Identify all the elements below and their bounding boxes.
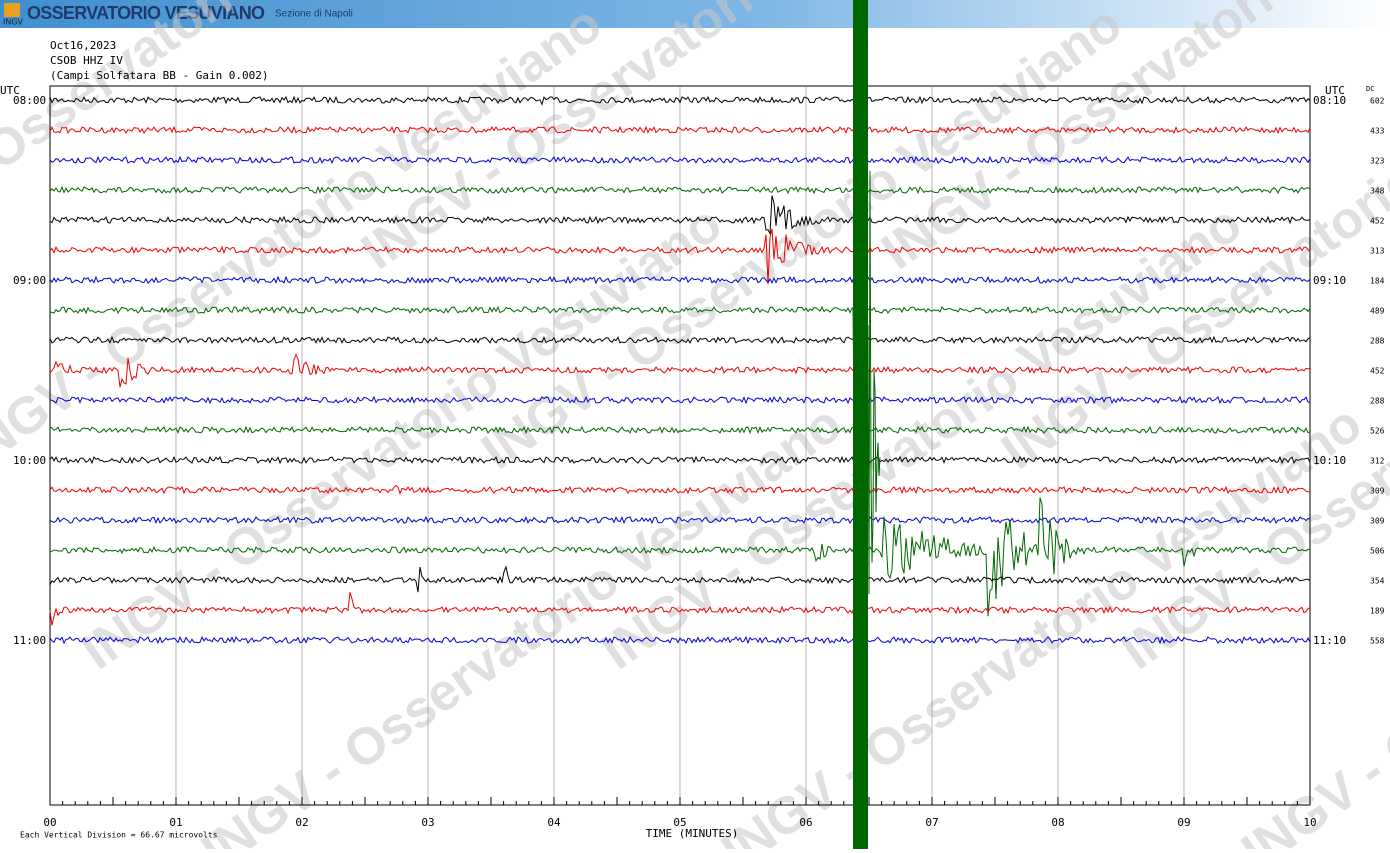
dc-value: 526 (1370, 427, 1385, 436)
dc-value: 452 (1370, 217, 1385, 226)
x-tick-label: 08 (1051, 816, 1064, 829)
logo-icon (4, 3, 20, 17)
station-info: Oct16,2023 (50, 39, 116, 52)
trace (49, 455, 1311, 465)
hour-label: 09:10 (1313, 274, 1346, 287)
x-tick-label: 10 (1303, 816, 1316, 829)
header-subtitle: Sezione di Napoli (275, 9, 353, 20)
dc-value: 433 (1370, 127, 1385, 136)
hour-label: 11:00 (13, 634, 46, 647)
x-tick-label: 01 (169, 816, 182, 829)
dc-header: DC (1366, 85, 1374, 93)
header-title: OSSERVATORIO VESUVIANO (27, 3, 265, 23)
dc-value: 452 (1370, 367, 1385, 376)
hour-label: 10:10 (1313, 454, 1346, 467)
dc-value: 189 (1370, 607, 1385, 616)
x-tick-label: 07 (925, 816, 938, 829)
dc-value: 288 (1370, 397, 1385, 406)
trace (49, 353, 1311, 388)
trace (49, 395, 1311, 405)
trace (49, 635, 1311, 645)
x-tick-label: 03 (421, 816, 434, 829)
left-unit: UTC (0, 84, 20, 97)
hour-label: 08:00 (13, 94, 46, 107)
hour-label: 11:10 (1313, 634, 1346, 647)
quake-saturation (853, 0, 868, 849)
trace (49, 95, 1311, 106)
trace (49, 195, 1311, 236)
x-tick-label: 06 (799, 816, 812, 829)
trace (49, 515, 1311, 525)
trace (49, 185, 1311, 195)
trace (49, 592, 1311, 626)
trace (49, 125, 1311, 135)
dc-value: 602 (1370, 97, 1385, 106)
dc-value: 288 (1370, 337, 1385, 346)
x-axis-title: TIME (MINUTES) (646, 827, 739, 840)
x-tick-label: 00 (43, 816, 56, 829)
x-tick-label: 09 (1177, 816, 1190, 829)
trace (49, 484, 1311, 496)
hour-label: 09:00 (13, 274, 46, 287)
dc-value: 489 (1370, 307, 1385, 316)
trace (49, 275, 1311, 285)
quake-coda (852, 12, 881, 813)
dc-value: 506 (1370, 547, 1385, 556)
header-bar (0, 0, 1390, 28)
trace (49, 228, 1311, 285)
logo-text: INGV (3, 18, 24, 27)
right-unit: UTC (1325, 84, 1345, 97)
x-tick-label: 02 (295, 816, 308, 829)
trace (49, 155, 1311, 165)
dc-value: 309 (1370, 517, 1385, 526)
dc-value: 309 (1370, 487, 1385, 496)
hour-label: 08:10 (1313, 94, 1346, 107)
x-tick-label: 04 (547, 816, 561, 829)
dc-value: 354 (1370, 577, 1385, 586)
dc-value: 348 (1370, 187, 1385, 196)
dc-value: 558 (1370, 637, 1385, 646)
dc-value: 184 (1370, 277, 1385, 286)
station-info: CSOB HHZ IV (50, 54, 123, 67)
x-tick-label: 05 (673, 816, 686, 829)
dc-value: 312 (1370, 457, 1385, 466)
dc-value: 313 (1370, 247, 1385, 256)
dc-value: 323 (1370, 157, 1385, 166)
station-info: (Campi Solfatara BB - Gain 0.002) (50, 69, 269, 82)
trace (49, 335, 1311, 345)
hour-label: 10:00 (13, 454, 46, 467)
trace (49, 425, 1311, 435)
footer-note: Each Vertical Division = 66.67 microvolt… (20, 831, 218, 840)
trace (49, 565, 1311, 593)
trace (49, 305, 1311, 315)
trace (49, 497, 1311, 617)
